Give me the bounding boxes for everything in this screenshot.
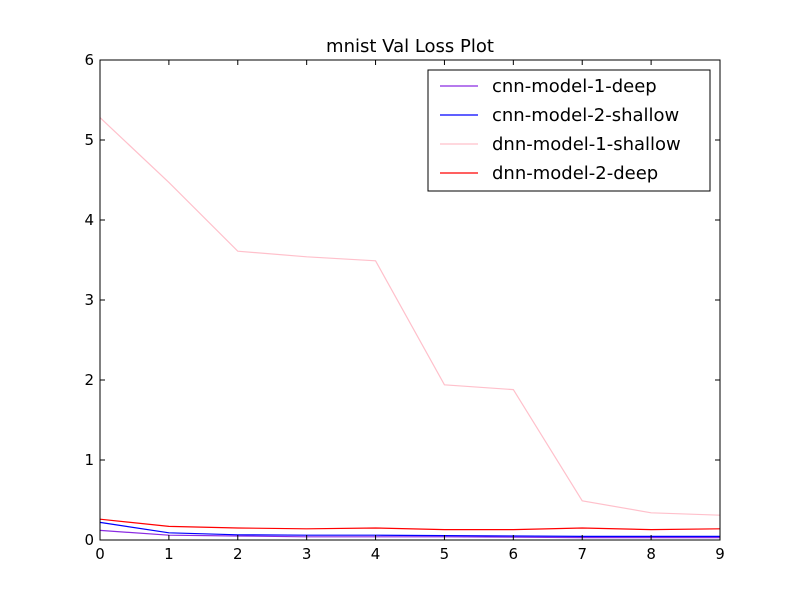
series-line-dnn-model-1-shallow xyxy=(99,117,721,516)
y-tick-label: 5 xyxy=(84,131,94,149)
y-tick-label: 4 xyxy=(84,211,94,229)
x-tick-label: 3 xyxy=(302,545,312,563)
y-tick-label: 3 xyxy=(84,291,94,309)
plot-lines xyxy=(99,117,721,539)
y-tick-label: 1 xyxy=(84,451,94,469)
x-tick-label: 7 xyxy=(577,545,587,563)
series-line-cnn-model-2-shallow xyxy=(99,521,720,538)
series-line-dnn-model-2-deep xyxy=(99,518,721,531)
x-tick-label: 1 xyxy=(164,545,174,563)
y-tick-label: 2 xyxy=(84,371,94,389)
y-tick-label: 0 xyxy=(84,531,94,549)
chart-title: mnist Val Loss Plot xyxy=(326,36,494,57)
series-line-cnn-model-1-deep xyxy=(99,529,720,539)
x-tick-label: 9 xyxy=(715,545,725,563)
y-tick-label: 6 xyxy=(84,51,94,69)
legend-label-cnn-model-2-shallow: cnn-model-2-shallow xyxy=(492,105,679,126)
x-tick-label: 8 xyxy=(646,545,656,563)
legend: cnn-model-1-deep cnn-model-2-shallow dnn-m… xyxy=(427,69,711,192)
axis-ticks: 0 1 2 3 4 5 6 7 8 9 0 1 2 3 4 5 6 xyxy=(84,51,724,563)
legend-box xyxy=(427,69,711,192)
legend-label-dnn-model-2-deep: dnn-model-2-deep xyxy=(492,163,658,184)
legend-label-dnn-model-1-shallow: dnn-model-1-shallow xyxy=(492,134,681,155)
x-tick-label: 0 xyxy=(95,545,105,563)
x-tick-label: 4 xyxy=(371,545,381,563)
legend-label-cnn-model-1-deep: cnn-model-1-deep xyxy=(492,76,657,97)
x-tick-label: 2 xyxy=(233,545,243,563)
x-tick-label: 5 xyxy=(440,545,450,563)
x-tick-label: 6 xyxy=(509,545,519,563)
